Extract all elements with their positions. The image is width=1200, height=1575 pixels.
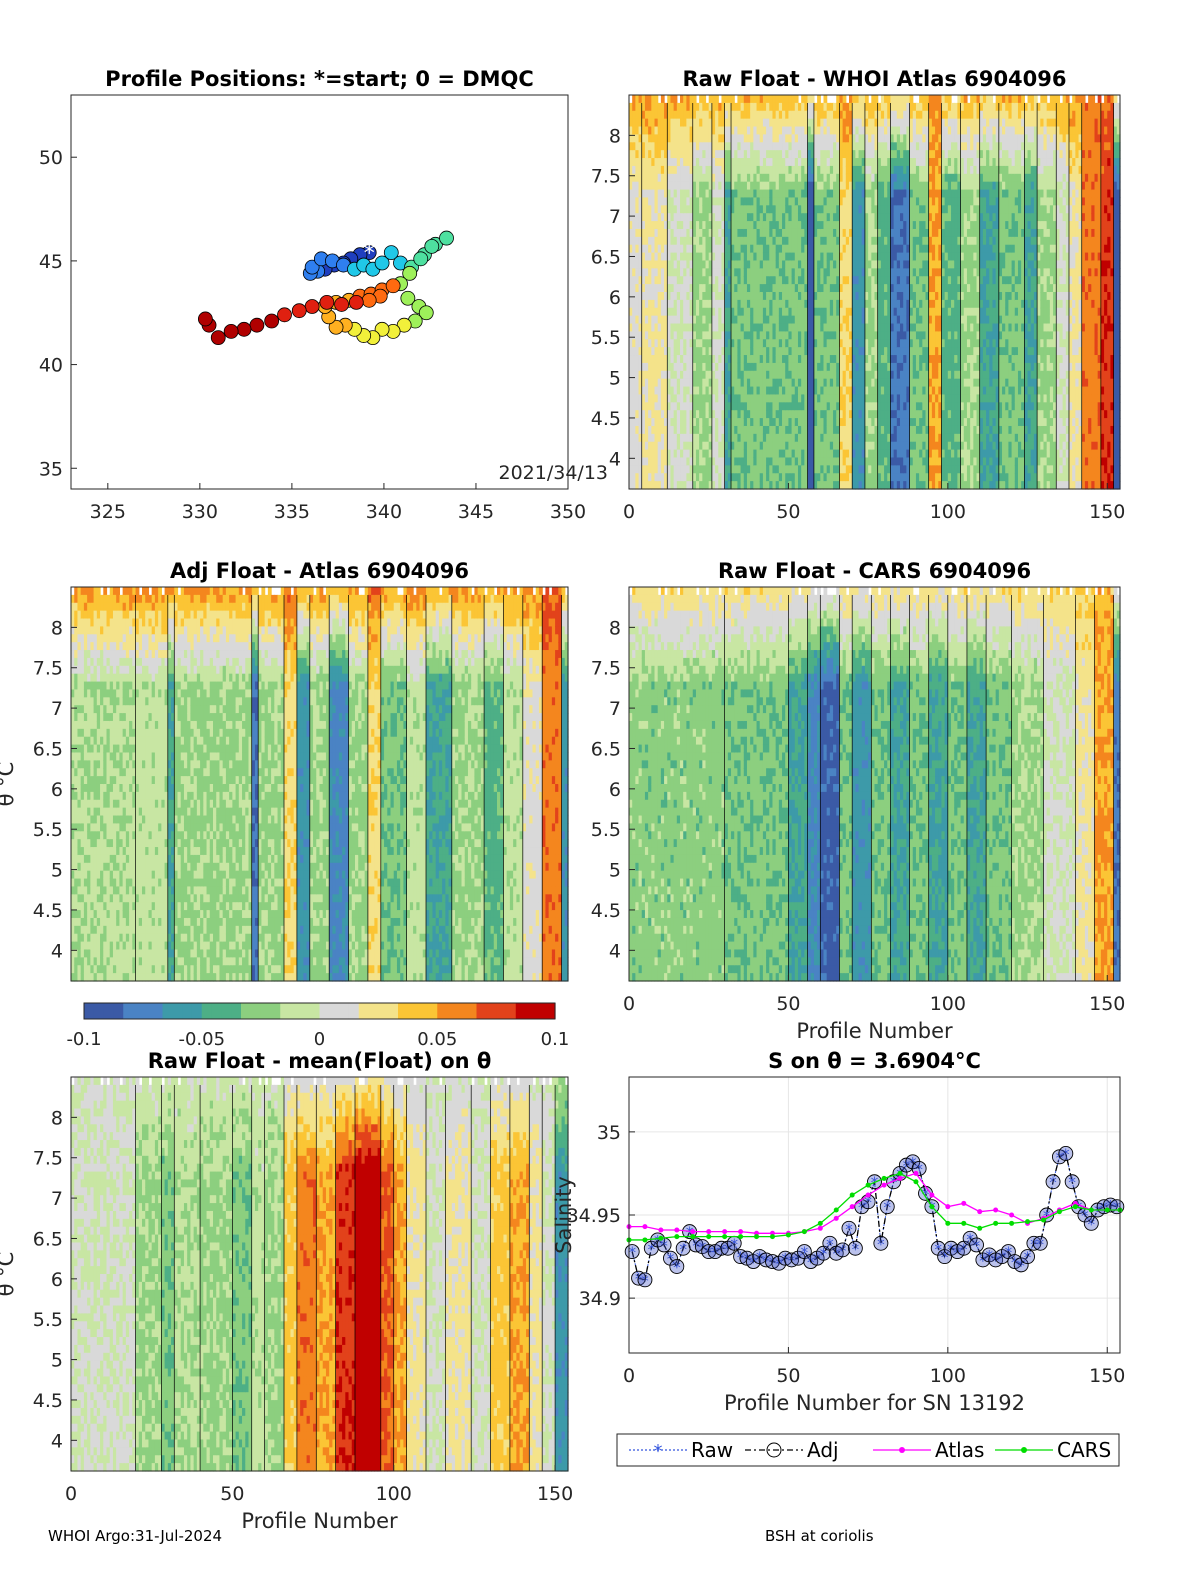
heat-cell [655,95,659,103]
profile-marker [198,312,212,326]
heat-cell [795,95,799,103]
profile-marker [224,324,238,338]
profile-marker [386,279,400,293]
y-tick-label: 50 [39,147,63,169]
chart-title: Profile Positions: *=start; 0 = DMQC [105,67,534,91]
profile-marker [414,252,428,266]
heat-cell [693,95,697,103]
profile-marker [320,295,334,309]
profile-marker [292,304,306,318]
profile-marker [425,239,439,253]
profile-marker [440,231,454,245]
x-tick-label: 330 [182,501,218,523]
y-tick-label: 35 [39,458,63,480]
heat-cell [843,95,847,103]
heat-cell [865,95,869,103]
x-tick-label: 345 [458,501,494,523]
heat-cell [823,95,827,103]
profile-marker [265,314,279,328]
figure: * 2021/34/13 325 330 335 340 345 350 35 40 45 50 Pro… [0,0,1200,1575]
x-tick-label: 335 [274,501,310,523]
profile-marker [237,322,251,336]
y-tick-label: 45 [39,251,63,273]
profile-marker [335,297,349,311]
heat-cell [674,95,678,103]
y-tick-label: 40 [39,355,63,377]
plot-background [71,95,568,489]
map-panel: * 2021/34/13 325 330 335 340 345 350 35 40 45 50 Pro… [39,67,608,523]
profile-marker [211,331,225,345]
profile-marker [362,293,376,307]
profile-marker [305,300,319,314]
start-marker: * [364,242,375,267]
profile-marker [250,318,264,332]
heat-cell [702,95,706,103]
heat-cell [817,95,821,103]
heat-cell [715,95,719,103]
heat-cell [731,95,735,103]
heat-cell [875,95,879,103]
heat-cell [910,95,914,103]
x-tick-label: 325 [90,501,126,523]
profile-marker [278,308,292,322]
profile-marker [349,295,363,309]
heat-cell [811,95,815,103]
x-tick-label: 340 [366,501,402,523]
heat-cell [661,95,665,103]
x-tick-label: 350 [550,501,586,523]
date-annotation: 2021/34/13 [498,462,608,484]
